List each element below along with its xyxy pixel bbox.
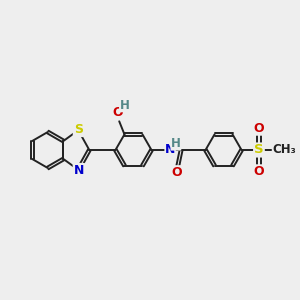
Text: O: O	[254, 165, 264, 178]
Text: O: O	[112, 106, 123, 119]
Text: CH₃: CH₃	[272, 143, 296, 157]
Text: H: H	[119, 99, 129, 112]
Text: S: S	[74, 123, 83, 136]
Text: H: H	[171, 137, 181, 150]
Text: N: N	[74, 164, 84, 177]
Text: O: O	[172, 166, 182, 179]
Text: N: N	[165, 143, 175, 156]
Text: S: S	[254, 143, 264, 157]
Text: O: O	[254, 122, 264, 135]
